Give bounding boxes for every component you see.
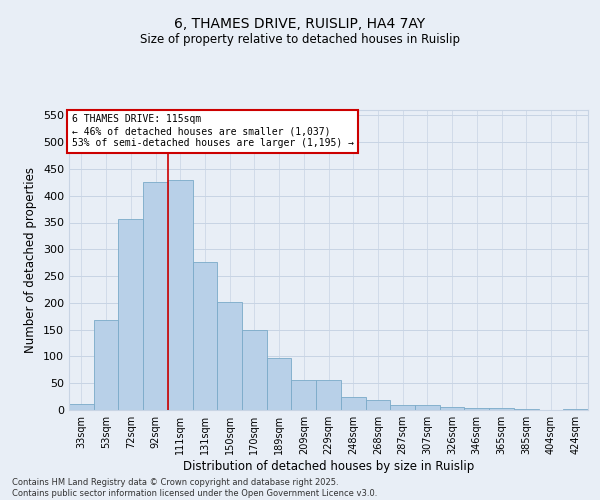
Bar bbox=[118, 219, 143, 410]
Text: Size of property relative to detached houses in Ruislip: Size of property relative to detached ho… bbox=[140, 32, 460, 46]
Bar bbox=[69, 404, 94, 410]
Text: 6, THAMES DRIVE, RUISLIP, HA4 7AY: 6, THAMES DRIVE, RUISLIP, HA4 7AY bbox=[175, 18, 425, 32]
Bar bbox=[217, 302, 242, 410]
Bar bbox=[440, 408, 464, 410]
Bar bbox=[193, 262, 217, 410]
Text: 6 THAMES DRIVE: 115sqm
← 46% of detached houses are smaller (1,037)
53% of semi-: 6 THAMES DRIVE: 115sqm ← 46% of detached… bbox=[71, 114, 353, 148]
Text: Contains HM Land Registry data © Crown copyright and database right 2025.
Contai: Contains HM Land Registry data © Crown c… bbox=[12, 478, 377, 498]
Bar bbox=[415, 404, 440, 410]
Bar bbox=[390, 404, 415, 410]
Bar bbox=[316, 380, 341, 410]
Bar bbox=[242, 330, 267, 410]
Y-axis label: Number of detached properties: Number of detached properties bbox=[25, 167, 37, 353]
Bar bbox=[464, 408, 489, 410]
Bar bbox=[143, 182, 168, 410]
Bar bbox=[292, 380, 316, 410]
Bar bbox=[489, 408, 514, 410]
Bar bbox=[267, 358, 292, 410]
Bar bbox=[341, 396, 365, 410]
Bar bbox=[94, 320, 118, 410]
X-axis label: Distribution of detached houses by size in Ruislip: Distribution of detached houses by size … bbox=[183, 460, 474, 473]
Bar bbox=[365, 400, 390, 410]
Bar bbox=[168, 180, 193, 410]
